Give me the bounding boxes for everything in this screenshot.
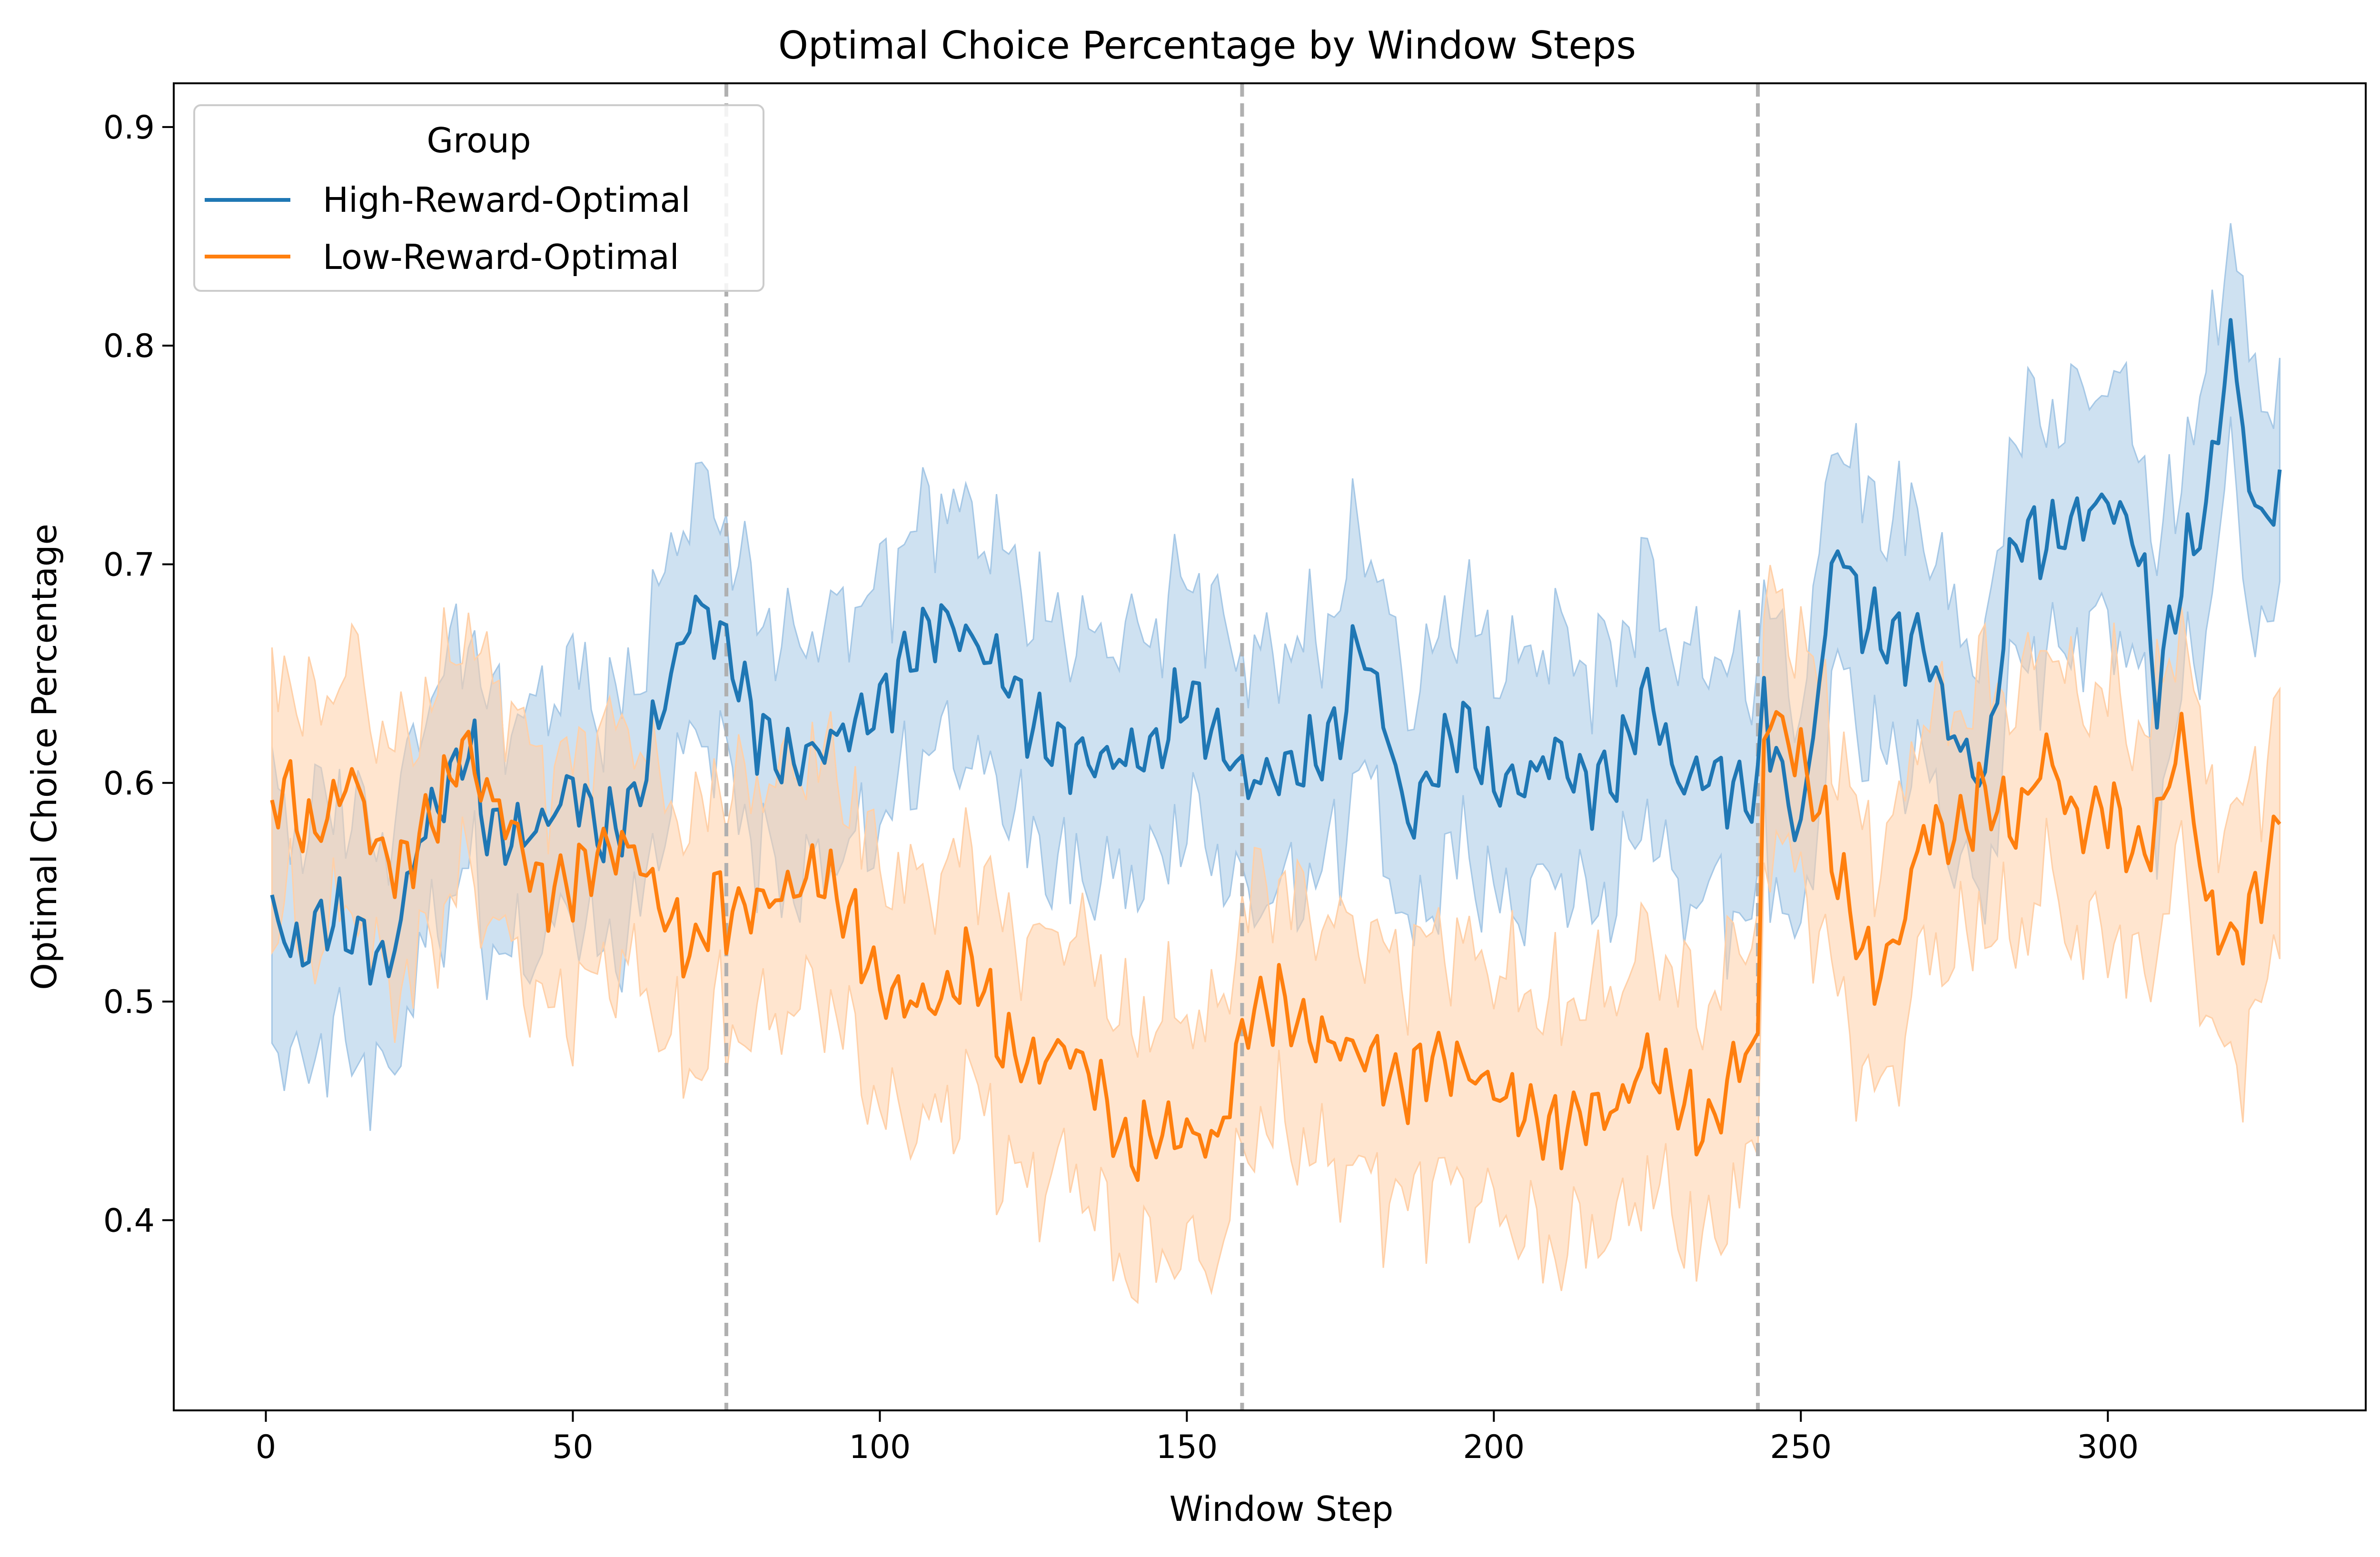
legend: Group High-Reward-Optimal Low-Reward-Opt… xyxy=(193,104,764,292)
axes-frame xyxy=(173,82,2367,1411)
x-tick-label: 300 xyxy=(2077,1428,2139,1466)
confidence-band-high-reward-optimal xyxy=(271,223,2281,1131)
legend-label-low-reward-optimal: Low-Reward-Optimal xyxy=(323,237,679,277)
series-line-low-reward-optimal xyxy=(270,710,2281,1182)
legend-label-high-reward-optimal: High-Reward-Optimal xyxy=(323,180,690,220)
x-tick-label: 0 xyxy=(256,1428,276,1466)
y-tick-label: 0.6 xyxy=(103,765,155,803)
legend-box xyxy=(193,104,764,292)
legend-title: Group xyxy=(426,120,531,160)
y-tick-label: 0.5 xyxy=(103,983,155,1021)
x-tick-label: 50 xyxy=(552,1428,594,1466)
x-tick-label: 200 xyxy=(1463,1428,1525,1466)
chart-title: Optimal Choice Percentage by Window Step… xyxy=(778,23,1636,68)
x-tick-label: 250 xyxy=(1770,1428,1832,1466)
y-tick-label: 0.7 xyxy=(103,546,155,584)
x-tick-label: 100 xyxy=(849,1428,911,1466)
x-axis-label: Window Step xyxy=(1170,1489,1394,1529)
y-axis-label: Optimal Choice Percentage xyxy=(24,524,64,990)
axis-ticks: 0 50 100 150 200 250 300 0.4 0.5 0.6 0.7 0.8 0.9 xyxy=(103,109,2139,1466)
y-tick-label: 0.9 xyxy=(103,109,155,147)
series-line-high-reward-optimal xyxy=(270,318,2282,986)
y-tick-label: 0.4 xyxy=(103,1202,155,1240)
plot-area xyxy=(270,83,2282,1410)
y-tick-label: 0.8 xyxy=(103,327,155,365)
x-tick-label: 150 xyxy=(1156,1428,1218,1466)
